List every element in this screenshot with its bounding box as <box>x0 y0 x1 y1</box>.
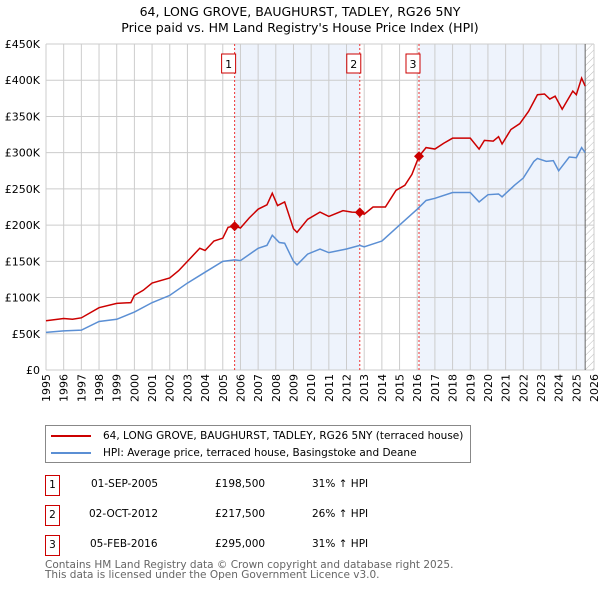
y-tick-label: £100K <box>5 292 41 305</box>
x-tick-label: 2015 <box>394 374 407 402</box>
x-tick-label: 2000 <box>128 374 141 402</box>
y-tick-label: £250K <box>5 183 41 196</box>
legend-label: HPI: Average price, terraced house, Basi… <box>103 447 417 459</box>
x-tick-label: 2025 <box>570 374 583 402</box>
chart-plot: 1995 1996 1997 1998 1999 2000 2001 2002 2003 2004… <box>5 38 600 402</box>
y-tick-label: £400K <box>5 74 41 87</box>
sale-marker-badge <box>346 53 362 74</box>
chart-title: 64, LONG GROVE, BAUGHURST, TADLEY, RG26 … <box>139 4 461 19</box>
legend-label: 64, LONG GROVE, BAUGHURST, TADLEY, RG26 … <box>103 430 464 442</box>
y-tick-label: £200K <box>5 219 41 232</box>
sale-number-badge: 2 <box>45 505 60 526</box>
sale-hpi: 31% ↑ HPI <box>312 538 369 550</box>
x-tick-label: 2008 <box>270 374 283 402</box>
sale-number-badge: 3 <box>45 535 60 556</box>
x-tick-label: 2013 <box>358 374 371 402</box>
series-line <box>45 146 586 334</box>
footer-copyright: Contains HM Land Registry data © Crown c… <box>45 559 454 571</box>
y-tick-label: £0 <box>26 364 40 377</box>
x-tick-label: 2002 <box>164 374 177 402</box>
x-tick-label: 2023 <box>535 374 548 402</box>
sale-date: 01-SEP-2005 <box>91 478 159 490</box>
sale-row: 3 05-FEB-2016 £295,000 31% ↑ HPI <box>45 535 465 556</box>
x-tick-label: 2026 <box>588 374 600 402</box>
x-tick-label: 2021 <box>500 374 513 402</box>
x-tick-label: 1996 <box>58 374 71 402</box>
x-tick-label: 2001 <box>146 374 159 402</box>
sale-marker-label: 3 <box>409 58 416 71</box>
y-tick-label: £350K <box>5 110 41 123</box>
x-tick-label: 2011 <box>323 374 336 402</box>
footer: Contains HM Land Registry data © Crown c… <box>45 559 454 581</box>
x-tick-label: 2020 <box>482 374 495 402</box>
x-tick-label: 2006 <box>234 374 247 402</box>
x-tick-label: 1997 <box>75 374 88 402</box>
x-tick-label: 1995 <box>40 374 53 402</box>
shaded-period <box>418 44 586 370</box>
sale-hpi: 26% ↑ HPI <box>312 508 369 520</box>
legend-item-hpi: HPI: Average price, terraced house, Basi… <box>51 445 417 461</box>
x-tick-label: 2024 <box>553 374 566 402</box>
sale-price: £198,500 <box>215 478 266 490</box>
x-tick-label: 2009 <box>287 374 300 402</box>
shaded-period <box>234 44 360 370</box>
y-tick-label: £450K <box>5 38 41 51</box>
forecast-hatch <box>585 44 594 370</box>
sale-marker-badge <box>221 53 237 74</box>
x-tick-label: 2017 <box>429 374 442 402</box>
sale-price: £295,000 <box>215 538 266 550</box>
x-tick-label: 2003 <box>181 374 194 402</box>
y-tick-label: £50K <box>12 328 41 341</box>
sale-hpi: 31% ↑ HPI <box>312 478 369 490</box>
sale-date: 05-FEB-2016 <box>90 538 158 550</box>
x-tick-label: 2014 <box>376 374 389 402</box>
x-tick-label: 1999 <box>111 374 124 402</box>
sale-marker-badge <box>405 53 421 74</box>
chart-subtitle: Price paid vs. HM Land Registry's House … <box>121 20 479 35</box>
sale-point <box>229 221 240 232</box>
legend-item-property: 64, LONG GROVE, BAUGHURST, TADLEY, RG26 … <box>51 428 463 444</box>
x-tick-label: 2010 <box>305 374 318 402</box>
sale-number-badge: 1 <box>45 475 60 496</box>
legend-swatch-red <box>51 435 91 437</box>
x-tick-label: 2004 <box>199 374 212 402</box>
sale-price: £217,500 <box>215 508 266 520</box>
y-tick-label: £150K <box>5 255 41 268</box>
sale-marker-label: 2 <box>350 58 357 71</box>
sale-date: 02-OCT-2012 <box>89 508 158 520</box>
x-tick-label: 2022 <box>517 374 530 402</box>
legend: 64, LONG GROVE, BAUGHURST, TADLEY, RG26 … <box>45 425 471 463</box>
x-tick-label: 2016 <box>411 374 424 402</box>
footer-license: This data is licensed under the Open Gov… <box>45 569 380 581</box>
series-line <box>45 75 586 322</box>
x-tick-label: 1998 <box>93 374 106 402</box>
x-tick-label: 2007 <box>252 374 265 402</box>
x-tick-label: 2018 <box>447 374 460 402</box>
sale-marker-label: 1 <box>225 58 232 71</box>
sale-point <box>354 207 365 218</box>
x-tick-label: 2005 <box>217 374 230 402</box>
sale-row: 2 02-OCT-2012 £217,500 26% ↑ HPI <box>45 505 465 526</box>
y-tick-label: £300K <box>5 147 41 160</box>
x-tick-label: 2012 <box>341 374 354 402</box>
x-tick-label: 2019 <box>464 374 477 402</box>
sale-row: 1 01-SEP-2005 £198,500 31% ↑ HPI <box>45 475 465 496</box>
legend-swatch-blue <box>51 452 91 454</box>
sale-point <box>413 151 424 162</box>
